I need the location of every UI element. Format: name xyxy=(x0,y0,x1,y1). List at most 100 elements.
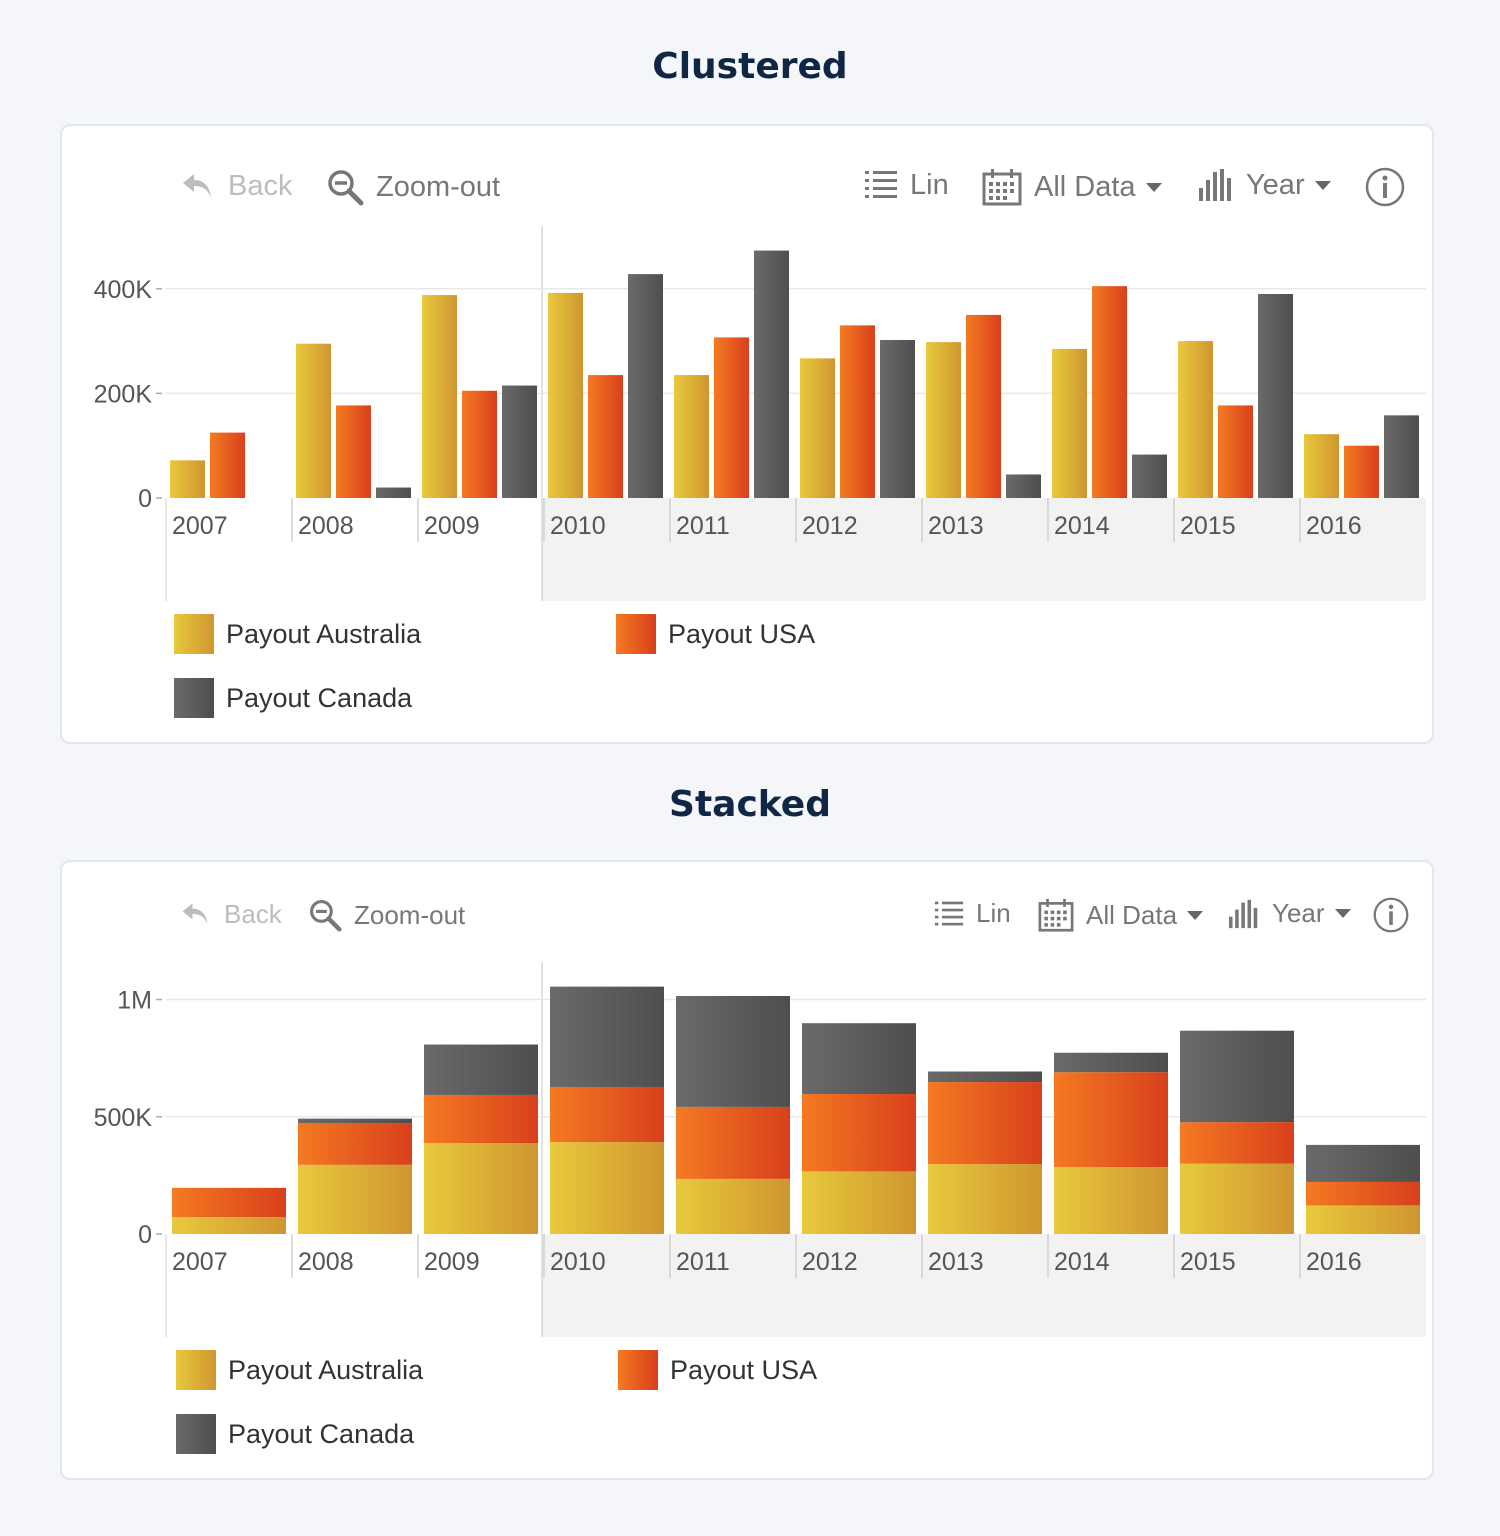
bar-australia-2013[interactable] xyxy=(928,1164,1042,1234)
bar-australia-2009[interactable] xyxy=(422,295,457,498)
bar-australia-2007[interactable] xyxy=(172,1217,286,1234)
bar-usa-2008[interactable] xyxy=(336,405,371,498)
scale-button[interactable]: Lin xyxy=(864,168,949,202)
legend-swatch xyxy=(616,614,656,654)
y-tick-label: 500K xyxy=(94,1104,153,1132)
bar-canada-2011[interactable] xyxy=(676,996,790,1107)
clustered-bar-chart[interactable]: 0 200K 400K 2007 2008 2009 2010 2011 2012 2013 201… xyxy=(62,126,1436,746)
range-dropdown[interactable]: All Data xyxy=(1038,898,1204,932)
legend-item-australia[interactable]: Payout Australia xyxy=(176,1350,423,1390)
bar-canada-2012[interactable] xyxy=(880,340,915,498)
x-tick-label: 2014 xyxy=(1054,512,1110,540)
x-tick-label: 2008 xyxy=(298,512,354,540)
bar-australia-2010[interactable] xyxy=(550,1142,664,1234)
bar-canada-2010[interactable] xyxy=(628,274,663,498)
x-tick-label: 2008 xyxy=(298,1248,354,1276)
bar-australia-2007[interactable] xyxy=(170,460,205,498)
bar-australia-2016[interactable] xyxy=(1304,434,1339,498)
bar-australia-2010[interactable] xyxy=(548,292,583,498)
bar-canada-2012[interactable] xyxy=(802,1023,916,1095)
bar-canada-2016[interactable] xyxy=(1306,1144,1420,1182)
stacked-title: Stacked xyxy=(669,784,831,825)
info-icon xyxy=(1365,167,1405,207)
bar-usa-2014[interactable] xyxy=(1092,286,1127,498)
bar-usa-2015[interactable] xyxy=(1180,1122,1294,1164)
bar-canada-2014[interactable] xyxy=(1054,1052,1168,1073)
legend-item-australia[interactable]: Payout Australia xyxy=(174,614,421,654)
bar-australia-2009[interactable] xyxy=(424,1143,538,1234)
bar-canada-2013[interactable] xyxy=(928,1071,1042,1083)
bar-canada-2014[interactable] xyxy=(1132,454,1167,498)
bar-australia-2014[interactable] xyxy=(1054,1167,1168,1234)
bar-usa-2014[interactable] xyxy=(1054,1072,1168,1168)
info-button[interactable] xyxy=(1364,166,1418,208)
back-button[interactable]: Back xyxy=(180,168,292,204)
bar-canada-2008[interactable] xyxy=(298,1118,412,1124)
bar-canada-2009[interactable] xyxy=(502,385,537,498)
info-button[interactable] xyxy=(1372,896,1422,934)
selection-range[interactable] xyxy=(542,1234,1426,1337)
zoom-out-label: Zoom-out xyxy=(376,170,501,203)
bar-australia-2008[interactable] xyxy=(298,1164,412,1234)
range-dropdown[interactable]: All Data xyxy=(982,168,1162,206)
bar-australia-2015[interactable] xyxy=(1180,1163,1294,1234)
bar-australia-2015[interactable] xyxy=(1178,341,1213,498)
bar-australia-2013[interactable] xyxy=(926,342,961,498)
chevron-down-icon xyxy=(1145,182,1162,192)
bar-usa-2015[interactable] xyxy=(1218,405,1253,498)
bar-australia-2012[interactable] xyxy=(802,1171,916,1234)
bar-usa-2010[interactable] xyxy=(550,1086,664,1143)
bar-usa-2011[interactable] xyxy=(676,1106,790,1179)
legend-item-canada[interactable]: Payout Canada xyxy=(174,678,412,718)
scale-button[interactable]: Lin xyxy=(934,898,1011,929)
bar-canada-2009[interactable] xyxy=(424,1044,538,1095)
legend-item-canada[interactable]: Payout Canada xyxy=(176,1414,414,1454)
legend-item-usa[interactable]: Payout USA xyxy=(616,614,815,654)
bar-usa-2016[interactable] xyxy=(1306,1181,1420,1206)
bar-canada-2016[interactable] xyxy=(1384,415,1419,498)
bar-usa-2012[interactable] xyxy=(802,1094,916,1172)
zoom-out-button[interactable]: Zoom-out xyxy=(326,168,500,206)
legend-item-usa[interactable]: Payout USA xyxy=(618,1350,817,1390)
bar-usa-2012[interactable] xyxy=(840,325,875,498)
period-dropdown[interactable]: Year xyxy=(1228,898,1351,929)
legend-label: Payout Australia xyxy=(228,1354,424,1385)
y-tick-label: 0 xyxy=(138,485,152,513)
bar-canada-2011[interactable] xyxy=(754,250,789,498)
selection-range[interactable] xyxy=(542,498,1426,601)
x-tick-label: 2011 xyxy=(676,1248,730,1276)
bar-usa-2016[interactable] xyxy=(1344,445,1379,498)
x-tick-label: 2011 xyxy=(676,512,730,540)
x-tick-label: 2013 xyxy=(928,512,984,540)
bar-canada-2010[interactable] xyxy=(550,986,664,1087)
bar-australia-2012[interactable] xyxy=(800,358,835,498)
bar-australia-2008[interactable] xyxy=(296,343,331,498)
stacked-bar-chart[interactable]: 0 500K 1M 2007 2008 2009 2010 2011 2012 2013 2014 2… xyxy=(62,862,1436,1482)
legend-label: Payout Canada xyxy=(226,682,413,713)
range-label: All Data xyxy=(1086,899,1178,930)
bar-australia-2011[interactable] xyxy=(676,1178,790,1234)
bar-usa-2007[interactable] xyxy=(172,1187,286,1218)
bar-australia-2014[interactable] xyxy=(1052,348,1087,498)
bar-usa-2013[interactable] xyxy=(928,1082,1042,1165)
period-dropdown[interactable]: Year xyxy=(1198,168,1331,202)
bar-usa-2008[interactable] xyxy=(298,1123,412,1165)
bar-canada-2008[interactable] xyxy=(376,487,411,498)
bar-usa-2009[interactable] xyxy=(424,1094,538,1144)
bar-usa-2009[interactable] xyxy=(462,390,497,498)
list-icon xyxy=(865,171,897,198)
zoom-out-button[interactable]: Zoom-out xyxy=(308,898,465,932)
bar-usa-2007[interactable] xyxy=(210,432,245,498)
x-tick-label: 2016 xyxy=(1306,1248,1362,1276)
back-button[interactable]: Back xyxy=(180,898,282,930)
bar-australia-2016[interactable] xyxy=(1306,1205,1420,1234)
chevron-down-icon xyxy=(1334,909,1351,918)
scale-label: Lin xyxy=(910,168,949,201)
bar-canada-2015[interactable] xyxy=(1258,294,1293,498)
bar-usa-2013[interactable] xyxy=(966,314,1001,498)
bar-canada-2013[interactable] xyxy=(1006,474,1041,498)
bar-canada-2015[interactable] xyxy=(1180,1030,1294,1123)
bar-usa-2010[interactable] xyxy=(588,375,623,498)
bar-usa-2011[interactable] xyxy=(714,337,749,498)
bar-australia-2011[interactable] xyxy=(674,375,709,498)
